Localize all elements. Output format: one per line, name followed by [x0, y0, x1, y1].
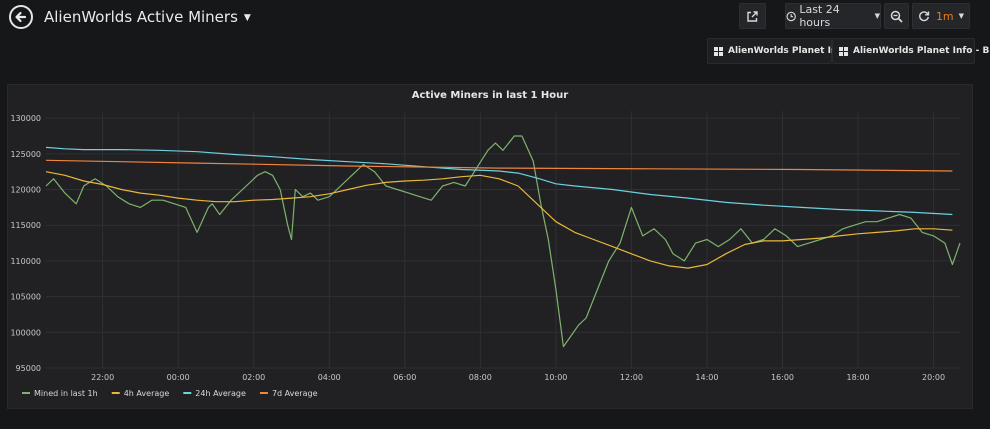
panel-title[interactable]: Active Miners in last 1 Hour	[411, 90, 569, 101]
y-tick-label: 125000	[10, 150, 41, 159]
x-tick-label: 20:00	[922, 373, 945, 382]
arrow-left-circle-icon	[15, 11, 27, 23]
grid-icon	[714, 46, 723, 56]
series-line-2	[45, 146, 953, 216]
x-tick-label: 16:00	[771, 373, 794, 382]
y-tick-label: 100000	[10, 328, 41, 337]
back-button[interactable]	[9, 5, 33, 29]
series-line-1	[45, 171, 953, 269]
time-range-picker[interactable]: Last 24 hours ▼	[785, 3, 881, 29]
share-icon	[747, 10, 758, 22]
dashboard-title-picker[interactable]: AlienWorlds Active Miners ▼	[44, 8, 251, 26]
zoom-out-icon	[890, 10, 903, 23]
caret-down-icon: ▼	[874, 12, 880, 20]
planet-info-big-link[interactable]: AlienWorlds Planet Info - BIG	[832, 38, 990, 64]
share-button[interactable]	[739, 3, 766, 29]
graph-panel: Active Miners in last 1 Hour 95000 100000…	[7, 84, 973, 409]
grid-icon	[839, 46, 848, 56]
x-tick-label: 22:00	[91, 373, 114, 382]
line-chart[interactable]: 95000 100000 105000 110000 115000 120000 12500…	[8, 85, 972, 408]
legend-label: 7d Average	[272, 389, 318, 398]
x-tick-label: 10:00	[544, 373, 567, 382]
y-tick-label: 130000	[10, 114, 41, 123]
planet-info-link[interactable]: AlienWorlds Planet Info	[707, 38, 847, 64]
y-tick-label: 95000	[16, 364, 41, 373]
planet-info-link-label: AlienWorlds Planet Info	[728, 46, 848, 56]
caret-down-icon: ▼	[243, 13, 251, 23]
y-tick-label: 105000	[10, 293, 41, 302]
y-tick-label: 120000	[10, 186, 41, 195]
x-tick-label: 18:00	[846, 373, 869, 382]
x-tick-label: 02:00	[242, 373, 265, 382]
clock-icon	[786, 11, 796, 21]
caret-down-icon: ▼	[958, 12, 965, 20]
planet-info-big-link-label: AlienWorlds Planet Info - BIG	[853, 46, 990, 56]
x-tick-label: 06:00	[393, 373, 416, 382]
x-tick-label: 14:00	[695, 373, 718, 382]
x-tick-label: 04:00	[318, 373, 341, 382]
y-tick-label: 110000	[10, 257, 41, 266]
refresh-picker[interactable]: 1m ▼	[912, 3, 970, 29]
series-line-0	[45, 135, 961, 348]
refresh-icon	[919, 11, 930, 22]
y-tick-label: 115000	[10, 221, 41, 230]
legend-label: Mined in last 1h	[34, 389, 98, 398]
time-range-label: Last 24 hours	[799, 3, 840, 29]
legend-label: 4h Average	[124, 389, 170, 398]
x-tick-label: 12:00	[620, 373, 643, 382]
refresh-interval-label: 1m	[935, 9, 954, 23]
series-line-3	[45, 159, 953, 172]
legend-label: 24h Average	[195, 389, 246, 398]
zoom-out-button[interactable]	[884, 3, 909, 29]
x-tick-label: 00:00	[167, 373, 190, 382]
dashboard-title: AlienWorlds Active Miners	[44, 8, 238, 26]
x-tick-label: 08:00	[469, 373, 492, 382]
